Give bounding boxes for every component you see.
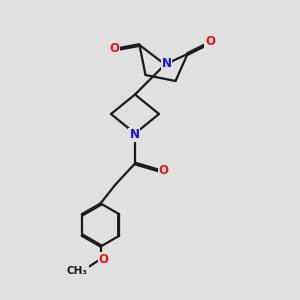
Text: O: O <box>109 41 119 55</box>
Text: N: N <box>161 57 172 70</box>
Text: N: N <box>129 128 140 142</box>
Text: O: O <box>98 253 109 266</box>
Text: O: O <box>158 164 169 178</box>
Text: O: O <box>205 35 215 49</box>
Text: CH₃: CH₃ <box>67 266 88 276</box>
